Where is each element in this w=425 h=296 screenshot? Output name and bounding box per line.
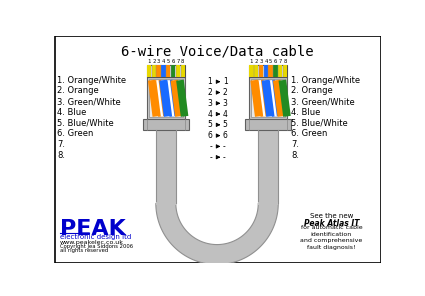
Bar	[176, 65, 180, 77]
Text: See the new: See the new	[310, 213, 353, 219]
Text: 2: 2	[255, 59, 258, 64]
Text: -: -	[209, 142, 212, 151]
Text: 3. Green/White: 3. Green/White	[292, 97, 355, 106]
Bar	[283, 65, 287, 77]
Text: 1: 1	[223, 77, 227, 86]
Text: 6: 6	[223, 131, 228, 140]
Text: 8.: 8.	[292, 151, 299, 160]
Bar	[166, 65, 170, 77]
Text: -: -	[223, 142, 226, 151]
Text: 6: 6	[274, 59, 277, 64]
Text: 5. Blue/White: 5. Blue/White	[57, 119, 114, 128]
Bar	[269, 65, 273, 77]
Text: 1. Orange/White: 1. Orange/White	[292, 75, 360, 85]
Text: 4. Blue: 4. Blue	[292, 108, 321, 117]
Bar	[273, 65, 278, 77]
Text: 5: 5	[207, 120, 212, 129]
Text: 4: 4	[264, 59, 267, 64]
Text: 6. Green: 6. Green	[292, 129, 328, 139]
Text: -: -	[209, 153, 212, 162]
Text: 5: 5	[223, 120, 228, 129]
Text: 7: 7	[176, 59, 179, 64]
Text: 7: 7	[279, 59, 282, 64]
Text: all rights reserved: all rights reserved	[60, 248, 108, 253]
Text: 8.: 8.	[57, 151, 65, 160]
Bar	[143, 120, 189, 130]
Text: 4: 4	[162, 59, 165, 64]
Text: 2: 2	[152, 59, 156, 64]
Text: 1: 1	[207, 77, 212, 86]
Text: 2. Orange: 2. Orange	[57, 86, 99, 95]
Bar	[161, 65, 166, 77]
Bar	[254, 65, 258, 77]
Text: 1: 1	[147, 59, 150, 64]
Text: 4. Blue: 4. Blue	[57, 108, 87, 117]
Text: PEAK: PEAK	[60, 219, 125, 239]
Text: for automatic cable
identification
and comprehensive
fault diagnosis!: for automatic cable identification and c…	[300, 225, 363, 250]
Text: Peak Atlas IT: Peak Atlas IT	[303, 219, 359, 228]
Text: 5: 5	[167, 59, 170, 64]
Text: 6. Green: 6. Green	[57, 129, 94, 139]
Bar	[278, 65, 283, 77]
Text: 5. Blue/White: 5. Blue/White	[292, 119, 348, 128]
Text: 3. Green/White: 3. Green/White	[57, 97, 121, 106]
Text: www.peakelec.co.uk: www.peakelec.co.uk	[60, 239, 124, 244]
Text: 4: 4	[207, 110, 212, 119]
Bar	[152, 65, 156, 77]
Text: 3: 3	[157, 59, 160, 64]
Bar	[249, 65, 287, 77]
Text: 7.: 7.	[292, 140, 299, 149]
Text: 7.: 7.	[57, 140, 65, 149]
Text: Copyright Jea Siddons 2006: Copyright Jea Siddons 2006	[60, 244, 133, 249]
Text: 2. Orange: 2. Orange	[292, 86, 333, 95]
Bar	[251, 79, 285, 117]
Text: 3: 3	[207, 99, 212, 108]
Text: 2: 2	[207, 88, 212, 97]
Bar	[258, 202, 278, 205]
Text: 3: 3	[223, 99, 228, 108]
Bar	[245, 120, 292, 130]
Bar	[171, 65, 175, 77]
Bar	[147, 77, 185, 120]
Text: 8: 8	[283, 59, 287, 64]
Text: 8: 8	[181, 59, 184, 64]
Bar	[149, 79, 183, 117]
Text: -: -	[223, 153, 226, 162]
Bar	[181, 65, 185, 77]
Bar	[156, 202, 176, 205]
Bar	[249, 65, 254, 77]
Text: 1. Orange/White: 1. Orange/White	[57, 75, 126, 85]
Text: 6-wire Voice/Data cable: 6-wire Voice/Data cable	[121, 45, 314, 59]
Text: 2: 2	[223, 88, 227, 97]
Polygon shape	[156, 203, 278, 265]
Bar	[156, 65, 161, 77]
Bar	[258, 130, 278, 203]
Text: 4: 4	[223, 110, 228, 119]
Text: 6: 6	[171, 59, 175, 64]
Bar	[147, 65, 185, 77]
Bar	[259, 65, 263, 77]
Bar	[249, 77, 287, 120]
Text: electronic design ltd: electronic design ltd	[60, 234, 131, 240]
Bar	[156, 130, 176, 203]
Text: 1: 1	[250, 59, 253, 64]
Text: 5: 5	[269, 59, 272, 64]
Text: 6: 6	[207, 131, 212, 140]
Bar	[147, 65, 151, 77]
Text: 3: 3	[259, 59, 263, 64]
Bar	[264, 65, 268, 77]
